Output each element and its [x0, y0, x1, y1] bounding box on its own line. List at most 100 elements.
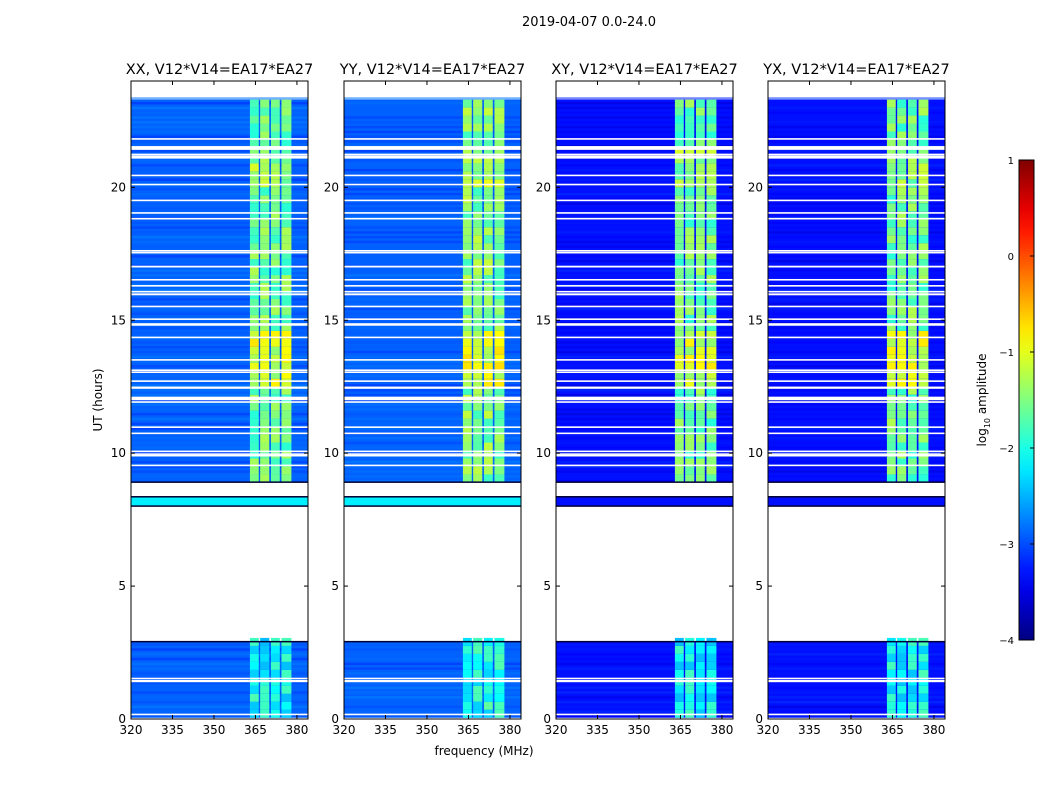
noise-row	[131, 446, 308, 449]
rfi-cell	[706, 442, 717, 451]
flag-line	[131, 250, 308, 252]
rfi-cell	[473, 378, 483, 387]
noise-row	[131, 365, 308, 368]
rfi-cell	[897, 211, 907, 220]
noise-row	[131, 427, 308, 430]
noise-row	[768, 168, 945, 172]
noise-row	[344, 686, 521, 689]
noise-row	[556, 168, 733, 172]
noise-row	[131, 288, 308, 292]
rfi-cell	[462, 474, 472, 483]
noise-row	[131, 686, 308, 689]
rfi-cell	[907, 139, 917, 148]
rfi-cell	[462, 306, 472, 315]
rfi-cell	[907, 354, 917, 363]
noise-row	[344, 102, 521, 105]
rfi-cell	[706, 354, 717, 363]
rfi-cell	[483, 434, 493, 443]
flag-line	[768, 199, 945, 202]
rfi-cell	[260, 661, 270, 670]
flag-line	[131, 174, 308, 177]
flag-line	[344, 453, 521, 455]
rfi-cell	[674, 669, 684, 678]
rfi-cell	[260, 330, 270, 339]
rfi-cell	[260, 195, 270, 204]
flag-line	[131, 387, 308, 389]
rfi-cell	[695, 283, 705, 292]
x-tick-label: 380	[922, 723, 945, 737]
rfi-cell	[473, 418, 483, 427]
rfi-cell	[483, 685, 493, 694]
noise-row	[768, 298, 945, 301]
rfi-cell	[483, 259, 493, 268]
rfi-cell	[260, 338, 270, 347]
noise-row	[556, 235, 733, 239]
noise-row	[556, 298, 733, 301]
rfi-cell	[249, 203, 259, 212]
rfi-cell	[695, 322, 705, 331]
rfi-cell	[462, 669, 472, 678]
rfi-cell	[462, 211, 472, 220]
rfi-cell	[483, 107, 493, 116]
panel-2: YY, V12*V14=EA17*EA27 320 335 350 365 380 0 5 10…	[324, 62, 525, 737]
rfi-cell	[260, 410, 270, 419]
rfi-cell	[260, 147, 270, 156]
flag-line	[131, 396, 308, 399]
y-tick-label: 0	[118, 712, 126, 726]
rfi-cell	[249, 259, 259, 268]
rfi-cell	[706, 195, 717, 204]
rfi-cell	[473, 442, 483, 451]
rfi-cell	[674, 693, 684, 702]
rfi-cell	[897, 693, 907, 702]
rfi-cell	[886, 402, 896, 411]
rfi-cell	[886, 378, 896, 387]
rfi-cell	[918, 458, 929, 467]
rfi-cell	[494, 410, 505, 419]
rfi-cell	[886, 693, 896, 702]
rfi-cell	[907, 669, 917, 678]
flag-line	[768, 212, 945, 214]
rfi-cell	[494, 147, 505, 156]
rfi-cell	[886, 653, 896, 662]
rfi-cell	[483, 474, 493, 483]
noise-row	[131, 269, 308, 272]
noise-row	[768, 662, 945, 666]
rfi-cell	[249, 378, 259, 387]
rfi-cell	[897, 701, 907, 710]
flag-line	[556, 212, 733, 214]
rfi-cell	[260, 669, 270, 678]
noise-row	[344, 207, 521, 210]
rfi-cell	[270, 466, 280, 475]
rfi-cell	[483, 386, 493, 395]
rfi-cell	[886, 219, 896, 228]
rfi-cell	[907, 434, 917, 443]
rfi-cell	[494, 179, 505, 188]
rfi-cell	[918, 322, 929, 331]
noise-row	[556, 710, 733, 713]
rfi-cell	[281, 378, 292, 387]
rfi-cell	[695, 115, 705, 124]
noise-row	[556, 221, 733, 225]
rfi-cell	[270, 362, 280, 371]
rfi-cell	[270, 179, 280, 188]
rfi-cell	[886, 434, 896, 443]
edge-line	[344, 640, 521, 643]
flag-line	[768, 318, 945, 320]
rfi-cell	[918, 219, 929, 228]
x-tick-label: 380	[710, 723, 733, 737]
panel-3: XY, V12*V14=EA17*EA27 320 335 350 365 380 0 5 10…	[536, 62, 738, 737]
y-tick-label: 10	[111, 446, 126, 460]
noise-row	[556, 465, 733, 469]
noise-row	[768, 667, 945, 670]
rfi-cell	[281, 362, 292, 371]
rfi-cell	[695, 211, 705, 220]
rfi-cell	[473, 123, 483, 132]
rfi-cell	[674, 267, 684, 276]
rfi-cell	[907, 645, 917, 654]
rfi-cell	[462, 378, 472, 387]
rfi-cell	[706, 418, 717, 427]
noise-row	[768, 360, 945, 363]
rfi-cell	[674, 354, 684, 363]
rfi-cell	[483, 283, 493, 292]
